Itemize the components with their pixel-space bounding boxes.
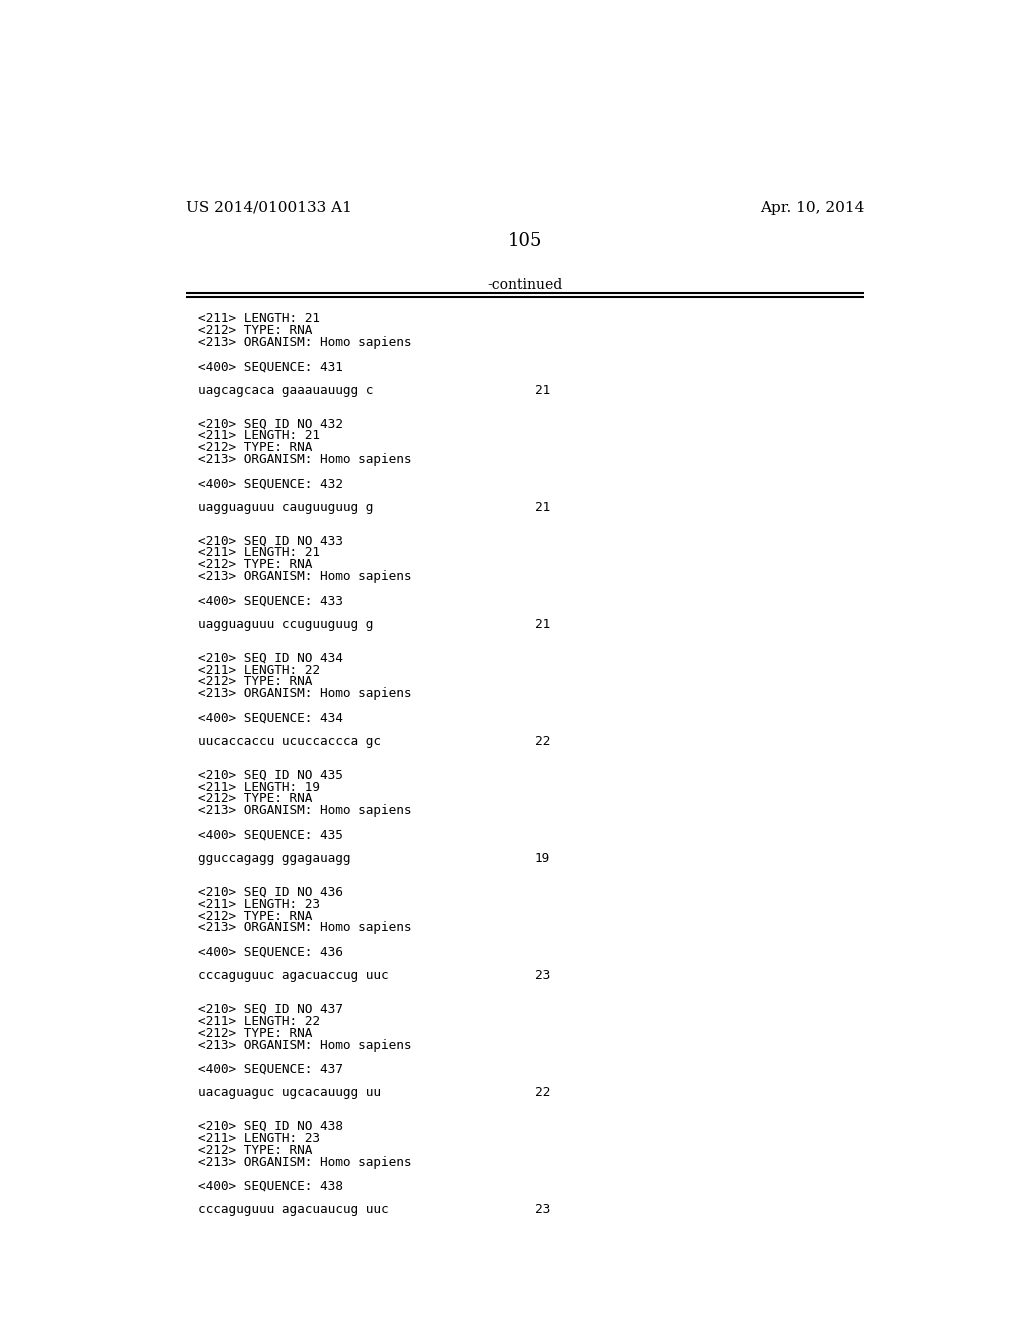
Text: Apr. 10, 2014: Apr. 10, 2014	[760, 201, 864, 215]
Text: <210> SEQ ID NO 437: <210> SEQ ID NO 437	[198, 1003, 343, 1015]
Text: gguccagagg ggagauagg: gguccagagg ggagauagg	[198, 853, 350, 865]
Text: <400> SEQUENCE: 433: <400> SEQUENCE: 433	[198, 594, 343, 607]
Text: <210> SEQ ID NO 438: <210> SEQ ID NO 438	[198, 1119, 343, 1133]
Text: <212> TYPE: RNA: <212> TYPE: RNA	[198, 441, 312, 454]
Text: <211> LENGTH: 19: <211> LENGTH: 19	[198, 780, 319, 793]
Text: US 2014/0100133 A1: US 2014/0100133 A1	[186, 201, 352, 215]
Text: uucaccaccu ucuccaccca gc: uucaccaccu ucuccaccca gc	[198, 735, 381, 748]
Text: <213> ORGANISM: Homo sapiens: <213> ORGANISM: Homo sapiens	[198, 1155, 412, 1168]
Text: <212> TYPE: RNA: <212> TYPE: RNA	[198, 325, 312, 338]
Text: <210> SEQ ID NO 433: <210> SEQ ID NO 433	[198, 535, 343, 548]
Text: <210> SEQ ID NO 432: <210> SEQ ID NO 432	[198, 417, 343, 430]
Text: uagcagcaca gaaauauugg c: uagcagcaca gaaauauugg c	[198, 384, 373, 397]
Text: uacaguaguc ugcacauugg uu: uacaguaguc ugcacauugg uu	[198, 1086, 381, 1100]
Text: <400> SEQUENCE: 437: <400> SEQUENCE: 437	[198, 1063, 343, 1076]
Text: <211> LENGTH: 23: <211> LENGTH: 23	[198, 1131, 319, 1144]
Text: cccaguguuc agacuaccug uuc: cccaguguuc agacuaccug uuc	[198, 969, 388, 982]
Text: <400> SEQUENCE: 438: <400> SEQUENCE: 438	[198, 1180, 343, 1192]
Text: <213> ORGANISM: Homo sapiens: <213> ORGANISM: Homo sapiens	[198, 453, 412, 466]
Text: 22: 22	[535, 1086, 550, 1100]
Text: cccaguguuu agacuaucug uuc: cccaguguuu agacuaucug uuc	[198, 1204, 388, 1216]
Text: -continued: -continued	[487, 277, 562, 292]
Text: uagguaguuu ccuguuguug g: uagguaguuu ccuguuguug g	[198, 618, 373, 631]
Text: <212> TYPE: RNA: <212> TYPE: RNA	[198, 676, 312, 689]
Text: <400> SEQUENCE: 434: <400> SEQUENCE: 434	[198, 711, 343, 725]
Text: 22: 22	[535, 735, 550, 748]
Text: 23: 23	[535, 1204, 550, 1216]
Text: <213> ORGANISM: Homo sapiens: <213> ORGANISM: Homo sapiens	[198, 688, 412, 701]
Text: 105: 105	[508, 231, 542, 249]
Text: 23: 23	[535, 969, 550, 982]
Text: <212> TYPE: RNA: <212> TYPE: RNA	[198, 558, 312, 572]
Text: 21: 21	[535, 618, 550, 631]
Text: <400> SEQUENCE: 436: <400> SEQUENCE: 436	[198, 945, 343, 958]
Text: <211> LENGTH: 21: <211> LENGTH: 21	[198, 546, 319, 560]
Text: <211> LENGTH: 21: <211> LENGTH: 21	[198, 429, 319, 442]
Text: <210> SEQ ID NO 435: <210> SEQ ID NO 435	[198, 768, 343, 781]
Text: <212> TYPE: RNA: <212> TYPE: RNA	[198, 792, 312, 805]
Text: <210> SEQ ID NO 436: <210> SEQ ID NO 436	[198, 886, 343, 899]
Text: <400> SEQUENCE: 432: <400> SEQUENCE: 432	[198, 478, 343, 490]
Text: <213> ORGANISM: Homo sapiens: <213> ORGANISM: Homo sapiens	[198, 570, 412, 583]
Text: uagguaguuu cauguuguug g: uagguaguuu cauguuguug g	[198, 502, 373, 513]
Text: <213> ORGANISM: Homo sapiens: <213> ORGANISM: Homo sapiens	[198, 337, 412, 350]
Text: 21: 21	[535, 502, 550, 513]
Text: <213> ORGANISM: Homo sapiens: <213> ORGANISM: Homo sapiens	[198, 921, 412, 935]
Text: <211> LENGTH: 23: <211> LENGTH: 23	[198, 898, 319, 911]
Text: <400> SEQUENCE: 435: <400> SEQUENCE: 435	[198, 829, 343, 841]
Text: 21: 21	[535, 384, 550, 397]
Text: <212> TYPE: RNA: <212> TYPE: RNA	[198, 1027, 312, 1040]
Text: <212> TYPE: RNA: <212> TYPE: RNA	[198, 1143, 312, 1156]
Text: <213> ORGANISM: Homo sapiens: <213> ORGANISM: Homo sapiens	[198, 804, 412, 817]
Text: <212> TYPE: RNA: <212> TYPE: RNA	[198, 909, 312, 923]
Text: <211> LENGTH: 22: <211> LENGTH: 22	[198, 664, 319, 677]
Text: <400> SEQUENCE: 431: <400> SEQUENCE: 431	[198, 360, 343, 374]
Text: <213> ORGANISM: Homo sapiens: <213> ORGANISM: Homo sapiens	[198, 1039, 412, 1052]
Text: <211> LENGTH: 22: <211> LENGTH: 22	[198, 1015, 319, 1028]
Text: <211> LENGTH: 21: <211> LENGTH: 21	[198, 313, 319, 326]
Text: <210> SEQ ID NO 434: <210> SEQ ID NO 434	[198, 652, 343, 664]
Text: 19: 19	[535, 853, 550, 865]
